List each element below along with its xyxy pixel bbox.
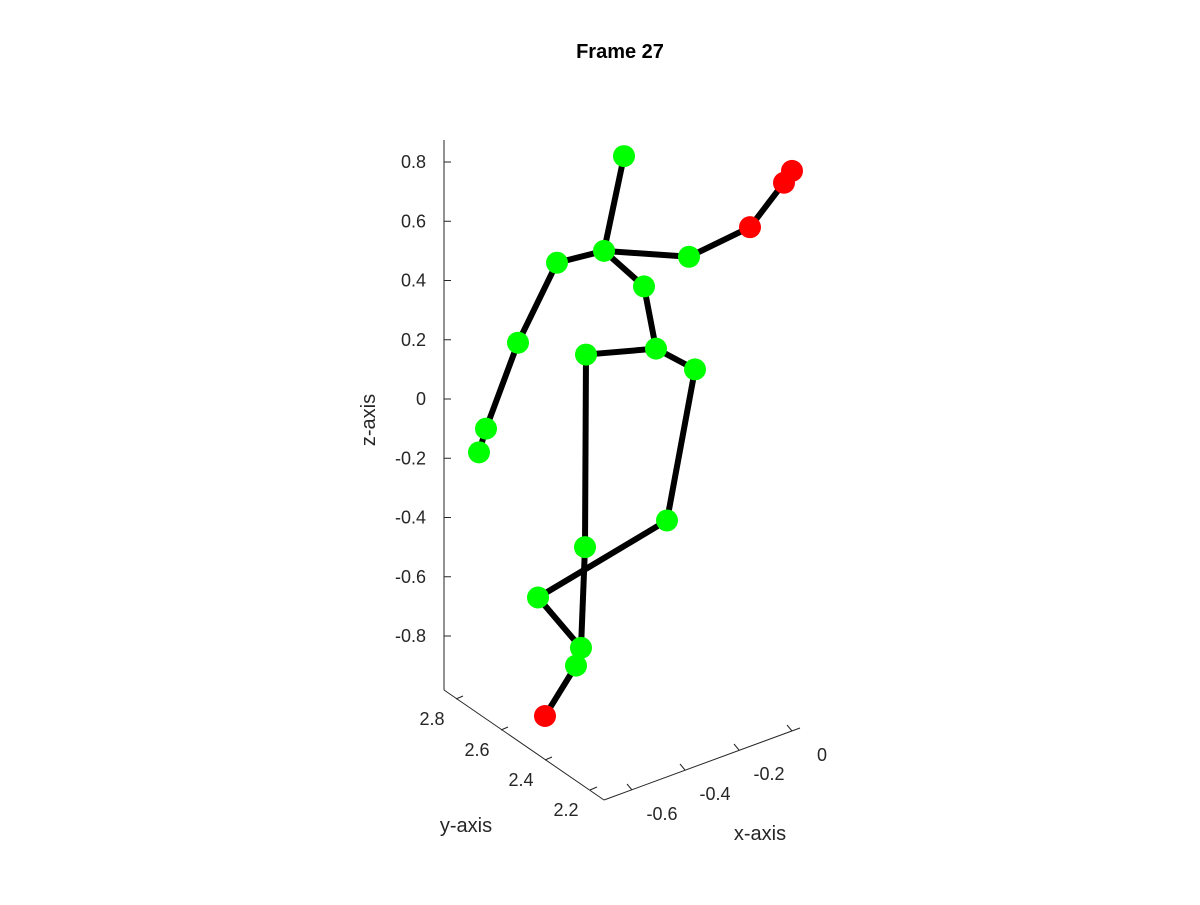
- y-tick-mark: [544, 756, 553, 761]
- joint-right-shoulder: [678, 245, 700, 268]
- z-tick-label: -0.6: [395, 567, 426, 587]
- joint-left-hand: [468, 441, 490, 464]
- x-tick-mark: [786, 724, 793, 732]
- bone-pelvis-left-hip: [583, 345, 659, 358]
- joint-head: [613, 145, 635, 168]
- joint-neck: [593, 239, 615, 262]
- bone-right-hip-right-knee: [664, 366, 698, 524]
- y-tick-label: 2.2: [553, 800, 578, 820]
- y-tick-mark: [589, 786, 598, 791]
- joint-right-hand: [781, 159, 803, 182]
- joint-right-hip: [684, 358, 706, 381]
- y-axis-line: [443, 689, 605, 801]
- z-tick-label: 0.8: [401, 152, 426, 172]
- bone-left-knee-left-ankle: [578, 544, 588, 651]
- bone-left-shoulder-left-elbow: [515, 259, 560, 346]
- y-tick-label: 2.4: [508, 770, 533, 790]
- z-axis-label: z-axis: [358, 394, 380, 446]
- joint-left-ankle: [570, 636, 592, 659]
- skeleton-bones: [476, 153, 795, 719]
- y-tick-label: 2.6: [464, 740, 489, 760]
- bone-left-hip-left-knee: [582, 351, 589, 551]
- y-tick-mark: [455, 695, 464, 700]
- z-tick-label: 0.6: [401, 211, 426, 231]
- bone-left-elbow-left-wrist: [483, 339, 521, 432]
- x-tick-mark: [733, 743, 740, 751]
- joint-left-foot: [565, 654, 587, 677]
- joint-right-ankle: [527, 586, 549, 609]
- joint-spine: [633, 275, 655, 298]
- x-tick-mark: [679, 763, 686, 771]
- z-tick-label: -0.8: [395, 626, 426, 646]
- x-tick-label: 0: [817, 745, 827, 765]
- chart-title: Frame 27: [576, 41, 664, 63]
- y-axis-label: y-axis: [440, 815, 492, 837]
- joint-left-shoulder: [546, 251, 568, 274]
- y-tick-mark: [500, 726, 509, 731]
- joint-left-knee: [574, 536, 596, 559]
- y-tick-label: 2.8: [419, 709, 444, 729]
- skeleton-joints: [468, 145, 803, 727]
- bone-right-shoulder-right-elbow: [686, 224, 753, 260]
- x-tick-mark: [626, 783, 633, 791]
- z-tick-label: 0.2: [401, 330, 426, 350]
- bone-head-neck: [601, 153, 627, 254]
- z-tick-label: -0.4: [395, 508, 426, 528]
- axes: 0.8 0.6 0.4 0.2 0 -0.2 -0.4 -0.6 -0.8 2.2 2.4 2.6 2…: [358, 140, 827, 845]
- bone-right-knee-right-ankle: [535, 517, 670, 601]
- joint-pelvis: [645, 337, 667, 360]
- z-tick-label: 0.4: [401, 271, 426, 291]
- bone-neck-right-shoulder: [601, 247, 692, 260]
- x-axis-line: [603, 727, 801, 801]
- x-axis-label: x-axis: [734, 823, 786, 845]
- x-tick-label: -0.6: [646, 804, 677, 824]
- x-tick-label: -0.4: [699, 784, 730, 804]
- joint-right-knee: [656, 509, 678, 532]
- z-tick-label: 0: [416, 389, 426, 409]
- joint-left-elbow: [507, 331, 529, 354]
- bone-right-ankle-left-ankle: [535, 594, 584, 651]
- z-tick-label: -0.2: [395, 448, 426, 468]
- joint-right-elbow: [739, 216, 761, 239]
- joint-left-wrist: [475, 417, 497, 440]
- joint-left-toe: [534, 704, 556, 727]
- x-tick-label: -0.2: [753, 764, 784, 784]
- joint-left-hip: [575, 343, 597, 366]
